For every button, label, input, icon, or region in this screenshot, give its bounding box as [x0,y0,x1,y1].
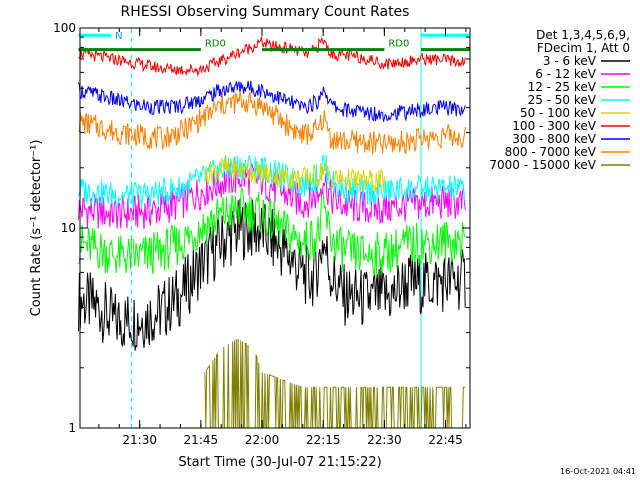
attenuator-label-1: RD0 [388,39,409,50]
legend-label: 800 - 7000 keV [505,145,597,159]
plot-frame [79,27,471,429]
series-line-6 [78,80,466,122]
series-line-4 [204,157,385,193]
series-line-3 [78,154,466,209]
x-tick-label: 22:30 [367,433,402,447]
y-axis-title: Count Rate (s⁻¹ detector⁻¹) [29,140,44,317]
series-line-8 [204,338,466,429]
legend-label: 7000 - 15000 keV [489,158,596,172]
legend-header-line-1: Det 1,3,4,5,6,9, [536,28,630,42]
plot-data: RD0 RD0 N [78,28,471,429]
legend-label: 3 - 6 keV [543,54,597,68]
chart-title: RHESSI Observing Summary Count Rates [121,4,410,20]
timestamp: 16-Oct-2021 04:41 [560,467,636,476]
series-line-0 [78,198,466,351]
legend-label: 50 - 100 keV [520,106,597,120]
x-tick-label: 22:45 [428,433,463,447]
y-tick-label: 1 [68,421,76,435]
legend-header-line-2: FDecim 1, Att 0 [537,41,630,55]
x-tick-label: 22:15 [306,433,341,447]
y-tick-label: 100 [53,21,76,35]
legend-label: 300 - 800 keV [512,132,596,146]
series-line-1 [78,162,466,230]
night-label-0: N [115,31,122,42]
series-line-2 [78,186,466,276]
x-axis-title: Start Time (30-Jul-07 21:15:22) [178,455,381,470]
x-tick-label: 21:30 [122,433,157,447]
attenuator-label-0: RD0 [205,39,226,50]
x-tick-label: 21:45 [184,433,219,447]
legend-label: 6 - 12 keV [535,67,597,81]
legend-label: 12 - 25 keV [528,80,597,94]
legend: Det 1,3,4,5,6,9, FDecim 1, Att 0 3 - 6 k… [489,28,630,172]
legend-label: 25 - 50 keV [528,93,597,107]
y-tick-label: 10 [61,221,76,235]
legend-label: 100 - 300 keV [512,119,596,133]
x-axis: 21:30 21:45 22:00 22:15 22:30 22:45 [98,28,467,447]
series-line-7 [78,91,466,155]
x-tick-label: 22:00 [245,433,280,447]
